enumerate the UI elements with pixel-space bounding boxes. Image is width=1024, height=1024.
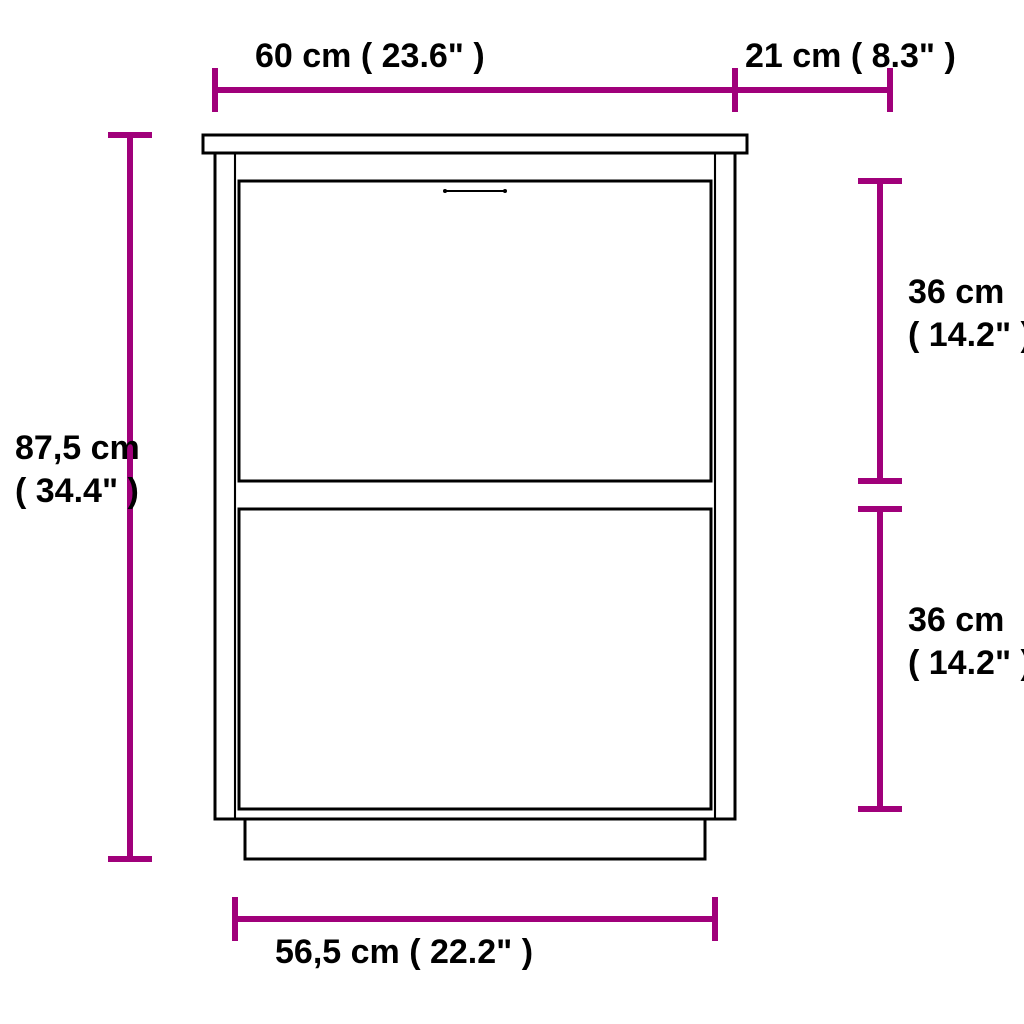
- dim-top-depth-cm: 21 cm: [745, 37, 841, 75]
- dim-top-width-cm: 60 cm: [255, 37, 351, 75]
- dim-top-depth: 21 cm ( 8.3" ): [745, 35, 956, 78]
- dim-inner-width-in: ( 22.2" ): [409, 933, 533, 971]
- dim-drawer2-cm: 36 cm: [908, 599, 1024, 642]
- dim-height-in: ( 34.4" ): [15, 470, 140, 513]
- dim-drawer1-in: ( 14.2" ): [908, 314, 1024, 357]
- dim-inner-width-cm: 56,5 cm: [275, 933, 400, 971]
- dim-drawer1-cm: 36 cm: [908, 271, 1024, 314]
- dim-drawer2: 36 cm ( 14.2" ): [908, 599, 1024, 684]
- dim-inner-width: 56,5 cm ( 22.2" ): [275, 931, 533, 974]
- dim-height-cm: 87,5 cm: [15, 427, 140, 470]
- dim-drawer2-in: ( 14.2" ): [908, 642, 1024, 685]
- dim-height: 87,5 cm ( 34.4" ): [15, 427, 140, 512]
- dim-top-depth-in: ( 8.3" ): [851, 37, 956, 75]
- dim-drawer1: 36 cm ( 14.2" ): [908, 271, 1024, 356]
- dim-top-width: 60 cm ( 23.6" ): [255, 35, 485, 78]
- dim-top-width-in: ( 23.6" ): [361, 37, 485, 75]
